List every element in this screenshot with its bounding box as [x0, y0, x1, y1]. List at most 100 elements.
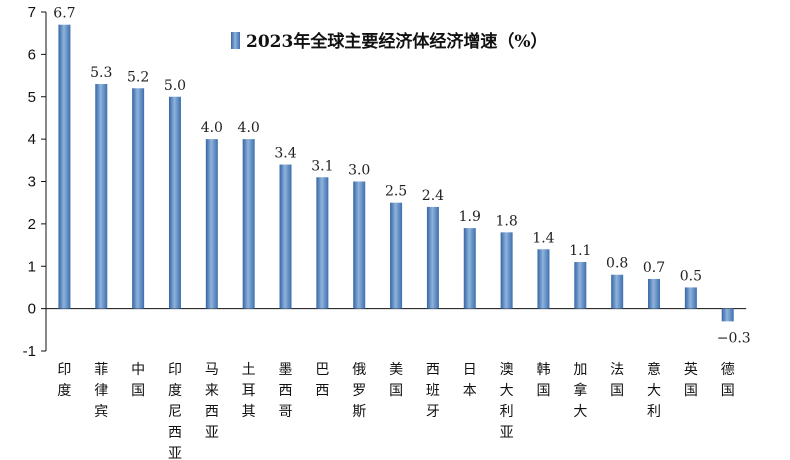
- category-label-char: 国: [131, 383, 145, 399]
- category-label: 英国: [684, 361, 698, 399]
- data-label: 1.4: [532, 230, 554, 246]
- bar: [611, 274, 624, 309]
- category-label: 美国: [389, 362, 403, 399]
- category-label-char: 印: [168, 362, 182, 378]
- category-label: 日本: [463, 362, 477, 399]
- category-label-char: 德: [721, 362, 735, 378]
- category-label-char: 西: [315, 383, 329, 399]
- y-tick-label: 2: [28, 216, 36, 233]
- bar: [390, 202, 403, 309]
- category-label: 西班牙: [426, 362, 440, 420]
- category-label: 法国: [610, 362, 624, 399]
- category-label-char: 亚: [205, 425, 219, 441]
- y-tick-label: 4: [28, 131, 36, 148]
- category-label-char: 其: [242, 404, 256, 420]
- category-label-char: 韩: [536, 362, 550, 378]
- bar: [574, 262, 587, 309]
- legend-label: 2023年全球主要经济体经济增速（%）: [246, 31, 547, 52]
- category-label-char: 西: [426, 362, 440, 378]
- category-label-char: 亚: [168, 446, 182, 460]
- data-label: 5.2: [127, 69, 149, 85]
- data-label: 3.0: [348, 163, 370, 179]
- category-label-char: 罗: [352, 383, 366, 399]
- category-label-char: 国: [536, 383, 550, 399]
- legend-swatch: [231, 32, 240, 49]
- category-label-char: 律: [94, 383, 108, 399]
- bar: [58, 24, 71, 309]
- axes: -1 0 1 2 3 4 5 6 7: [23, 4, 747, 360]
- category-label-char: 日: [463, 362, 477, 378]
- bar: [684, 287, 697, 309]
- category-label: 加拿大: [573, 362, 587, 420]
- category-label-char: 国: [389, 383, 403, 399]
- bar: [132, 88, 145, 309]
- category-label-char: 澳: [500, 362, 514, 378]
- y-tick-label: -1: [23, 343, 36, 360]
- data-label: 0.8: [606, 256, 628, 272]
- data-label: 4.0: [201, 120, 223, 136]
- bar: [205, 139, 218, 309]
- category-label: 俄罗斯: [352, 362, 366, 420]
- category-label-char: 尼: [168, 404, 182, 420]
- category-label-char: 班: [426, 383, 440, 399]
- category-label: 印度: [57, 362, 71, 399]
- bar: [426, 206, 439, 309]
- category-label-char: 法: [610, 362, 624, 378]
- category-label-char: 耳: [242, 383, 256, 399]
- category-label: 意大利: [647, 361, 661, 420]
- category-label: 巴西: [315, 362, 329, 399]
- category-label-char: 大: [573, 404, 587, 420]
- data-label: 5.3: [90, 65, 112, 81]
- category-label-char: 大: [500, 383, 514, 399]
- bar: [168, 96, 181, 309]
- category-label: 韩国: [536, 362, 550, 399]
- data-label: 4.0: [238, 120, 260, 136]
- data-label: 6.7: [53, 6, 75, 22]
- category-label-char: 哥: [279, 404, 293, 420]
- data-label: 3.4: [274, 146, 296, 162]
- category-label: 德国: [721, 362, 735, 399]
- category-label-char: 土: [242, 362, 256, 378]
- data-labels: 6.7 5.3 5.2 5.0 4.0 4.0 3.4 3.1 3.0 2.5 2.4 1.9 1.8 1…: [53, 6, 750, 347]
- category-label-char: 美: [389, 362, 403, 378]
- category-label-char: 加: [573, 362, 587, 378]
- category-label-char: 马: [205, 362, 219, 378]
- category-label-char: 国: [684, 383, 698, 399]
- category-label-char: 度: [168, 383, 182, 399]
- y-tick-label: 0: [28, 301, 36, 318]
- category-label-char: 俄: [352, 362, 366, 378]
- bar: [500, 232, 513, 309]
- bar: [316, 177, 329, 309]
- category-label-char: 巴: [315, 362, 329, 378]
- category-label-char: 利: [500, 404, 514, 420]
- category-label: 菲律宾: [94, 362, 108, 420]
- category-label-char: 大: [647, 383, 661, 399]
- bar: [242, 139, 255, 309]
- y-tick-label: 1: [28, 258, 36, 275]
- data-label: −0.3: [717, 330, 751, 346]
- data-label: 1.1: [569, 243, 591, 259]
- y-tick-label: 5: [28, 89, 36, 106]
- data-label: 5.0: [164, 78, 186, 94]
- category-label-char: 来: [205, 383, 219, 399]
- category-label-char: 本: [463, 383, 477, 399]
- category-label-char: 国: [721, 383, 735, 399]
- y-tick-label: 7: [28, 4, 36, 21]
- category-label-char: 亚: [500, 425, 514, 441]
- data-label: 3.1: [311, 158, 333, 174]
- bar: [463, 228, 476, 309]
- category-label-char: 西: [168, 425, 182, 441]
- bar: [537, 249, 550, 309]
- category-label-char: 西: [279, 383, 293, 399]
- category-label-char: 英: [684, 361, 698, 378]
- data-label: 0.7: [643, 260, 665, 276]
- category-label-char: 西: [205, 404, 219, 420]
- category-label-char: 度: [57, 383, 71, 399]
- data-label: 1.9: [459, 209, 481, 225]
- category-label-char: 墨: [279, 362, 293, 378]
- bar: [279, 164, 292, 309]
- category-label-char: 牙: [426, 404, 440, 420]
- category-label-char: 利: [647, 404, 661, 420]
